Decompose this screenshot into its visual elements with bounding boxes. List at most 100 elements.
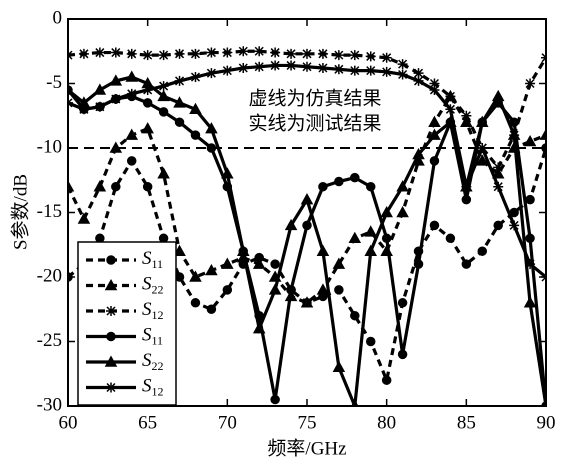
marker — [238, 63, 249, 74]
marker — [174, 48, 185, 59]
marker — [238, 46, 249, 57]
y-tick-label: -15 — [37, 201, 62, 222]
legend-marker — [104, 355, 118, 367]
marker — [349, 65, 360, 76]
marker — [268, 283, 282, 295]
marker — [364, 244, 378, 256]
legend-marker — [104, 278, 118, 291]
marker — [428, 115, 441, 127]
marker — [68, 180, 75, 192]
marker — [206, 304, 217, 314]
marker — [126, 88, 137, 99]
marker — [364, 225, 378, 237]
marker — [493, 220, 503, 231]
marker — [333, 64, 344, 75]
marker — [445, 104, 456, 115]
marker — [157, 89, 170, 102]
marker — [126, 156, 137, 166]
marker — [206, 68, 217, 79]
marker — [205, 264, 218, 276]
marker — [332, 360, 346, 373]
marker — [141, 122, 154, 134]
y-tick-label: 0 — [53, 7, 63, 28]
marker — [125, 128, 139, 140]
marker — [157, 167, 170, 179]
marker — [190, 298, 201, 308]
marker — [174, 75, 185, 86]
marker — [222, 65, 233, 76]
y-axis-label: S参数/dB — [9, 174, 31, 250]
marker — [429, 84, 440, 95]
marker — [254, 46, 265, 57]
legend-box — [77, 241, 177, 406]
marker — [365, 181, 376, 192]
marker — [396, 205, 409, 218]
marker — [461, 194, 472, 205]
marker — [412, 147, 425, 160]
marker — [270, 259, 280, 269]
marker — [77, 212, 91, 224]
marker — [205, 122, 218, 134]
marker — [158, 233, 169, 244]
legend-marker — [106, 331, 116, 342]
marker — [317, 48, 328, 59]
marker — [507, 128, 521, 140]
annotation: 虚线为仿真结果 — [248, 87, 381, 109]
marker — [525, 194, 535, 205]
marker — [429, 156, 440, 166]
marker — [158, 50, 169, 61]
marker — [270, 394, 280, 405]
marker — [350, 172, 360, 183]
marker — [539, 128, 546, 140]
marker — [284, 218, 298, 231]
x-tick-label: 75 — [298, 412, 317, 433]
marker — [300, 193, 314, 205]
marker — [174, 117, 185, 127]
marker — [286, 60, 297, 71]
marker — [348, 231, 362, 244]
marker — [428, 128, 441, 140]
marker — [142, 181, 153, 192]
legend-label: S11 — [142, 325, 163, 347]
marker — [252, 322, 266, 334]
legend-marker — [106, 255, 116, 265]
y-tick-label: -5 — [46, 72, 62, 93]
y-tick-label: -25 — [37, 330, 62, 351]
marker — [222, 285, 233, 295]
legend-label: S12 — [142, 299, 164, 321]
marker — [493, 181, 504, 192]
marker — [461, 110, 472, 121]
marker — [68, 83, 75, 95]
marker — [381, 375, 392, 385]
marker — [206, 47, 217, 58]
marker — [525, 78, 536, 89]
marker — [475, 154, 489, 166]
marker — [381, 233, 392, 244]
marker — [334, 176, 344, 187]
marker — [221, 257, 234, 269]
marker — [491, 167, 505, 179]
y-tick-label: -30 — [37, 394, 62, 415]
marker — [302, 61, 312, 72]
marker — [110, 93, 121, 104]
marker — [397, 298, 408, 308]
legend-label: S11 — [142, 248, 163, 270]
x-tick-label: 85 — [457, 412, 476, 433]
marker — [142, 50, 153, 61]
marker — [111, 181, 121, 192]
marker — [477, 246, 488, 256]
x-tick-label: 90 — [537, 412, 556, 433]
marker — [493, 162, 504, 173]
marker — [300, 296, 314, 308]
x-axis-label: 频率/GHz — [267, 437, 346, 459]
y-tick-label: -10 — [37, 136, 62, 157]
marker — [78, 104, 89, 115]
marker — [525, 259, 536, 270]
legend-label: S22 — [142, 274, 164, 296]
marker — [93, 180, 107, 192]
marker — [523, 296, 537, 308]
legend-label: S12 — [142, 376, 164, 398]
marker — [445, 233, 456, 244]
marker — [397, 349, 408, 360]
annotation: 实线为测试结果 — [248, 112, 381, 134]
